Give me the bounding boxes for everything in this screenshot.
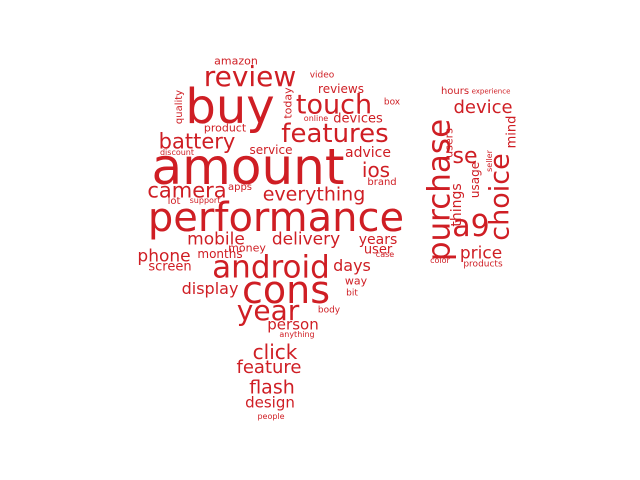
word-everything: everything (262, 183, 366, 206)
word-money: money (228, 241, 266, 255)
word-camera: camera (147, 178, 227, 203)
word-months: months (197, 247, 243, 261)
word-performance: performance (147, 195, 405, 241)
word-device: device (453, 97, 513, 118)
word-anything: anything (279, 330, 315, 339)
word-display: display (181, 279, 239, 298)
word-android: android (212, 249, 330, 286)
word-click: click (252, 340, 298, 364)
word-days: days (333, 256, 371, 275)
word-users: users (442, 128, 456, 158)
word-feature: feature (236, 357, 302, 378)
word-apps: apps (227, 182, 253, 193)
word-buy: buy (185, 79, 275, 135)
word-advice: advice (345, 145, 391, 161)
word-phone: phone (137, 246, 191, 267)
word-devices: devices (333, 111, 383, 127)
word-seller: seller (485, 150, 494, 172)
word-discount: discount (159, 148, 195, 157)
word-online: online (303, 114, 329, 123)
word-review: review (203, 60, 297, 93)
word-screen: screen (148, 259, 192, 275)
word-brand: brand (367, 177, 397, 188)
word-delivery: delivery (271, 229, 341, 250)
word-way: way (344, 274, 368, 288)
word-box: box (383, 97, 401, 108)
word-service: service (249, 143, 293, 157)
word-video: video (309, 70, 335, 81)
word-hours: hours (440, 86, 470, 97)
word-year: year (236, 294, 300, 327)
word-case: case (375, 250, 395, 259)
word-things: things (449, 183, 465, 227)
word-battery: battery (158, 129, 236, 154)
word-flash: flash (249, 376, 295, 399)
word-ios: ios (361, 158, 391, 182)
word-cons: cons (241, 268, 331, 312)
word-bit: bit (346, 288, 358, 299)
word-product: product (203, 121, 247, 135)
word-amazon: amazon (214, 54, 258, 68)
word-years: years (358, 232, 398, 248)
word-products: products (463, 259, 503, 270)
word-today: today (281, 87, 295, 119)
word-color: color (430, 256, 450, 265)
word-reviews: reviews (318, 82, 364, 96)
word-user: user (363, 242, 393, 258)
word-touch: touch (295, 89, 373, 121)
word-support: support (189, 196, 221, 205)
word-price: price (459, 243, 503, 264)
word-design: design (245, 393, 295, 412)
word-a9: a9 (452, 209, 490, 244)
word-quality: quality (174, 89, 185, 125)
word-body: body (317, 305, 341, 316)
word-person: person (267, 315, 319, 334)
word-features: features (281, 119, 389, 149)
word-lot: lot (167, 196, 181, 207)
word-mobile: mobile (187, 229, 245, 250)
word-experience: experience (471, 87, 511, 96)
word-usage: usage (468, 161, 482, 199)
word-se: se (452, 144, 478, 169)
word-people: people (257, 412, 285, 421)
word-mind: mind (504, 115, 520, 149)
word-amount: amount (151, 138, 345, 196)
